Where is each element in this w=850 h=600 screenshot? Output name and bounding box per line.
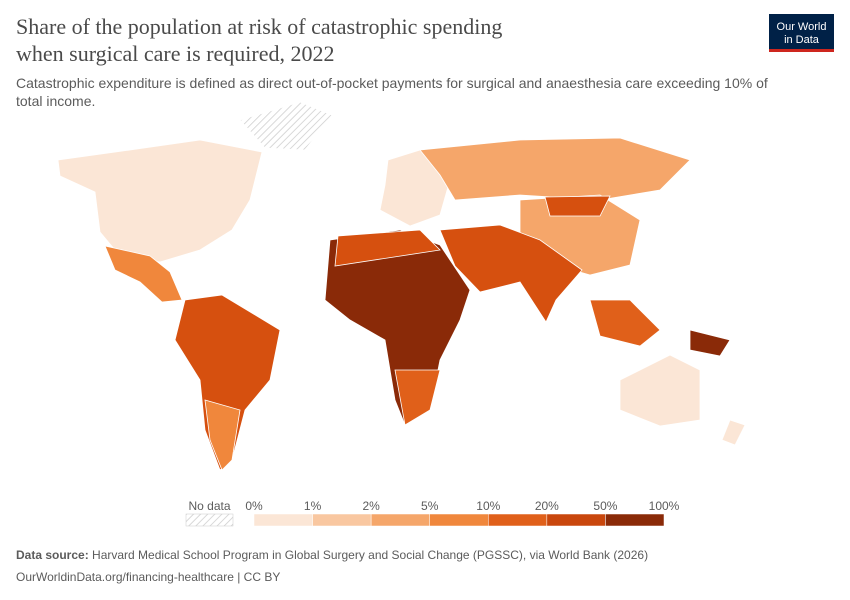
logo-box <box>769 14 834 52</box>
southern-africa <box>394 369 441 426</box>
subtitle-line-2: total income. <box>16 93 95 109</box>
south-asia <box>439 224 583 323</box>
legend-tick-label: 100% <box>649 499 680 513</box>
logo-text: in Data <box>784 34 820 46</box>
legend-tick-label: 20% <box>535 499 559 513</box>
legend-tick-label: 1% <box>304 499 322 513</box>
russia <box>419 137 691 201</box>
no-data-swatch <box>185 513 234 527</box>
southern-cone <box>204 399 241 471</box>
legend-swatch <box>429 513 489 527</box>
footer-url: OurWorldinData.org/financing-healthcare … <box>16 570 280 584</box>
no-data-label: No data <box>188 499 230 513</box>
north-africa <box>334 229 441 267</box>
papua-new-guinea <box>689 329 731 357</box>
source: Data source: Harvard Medical School Prog… <box>16 548 648 562</box>
legend-tick-label: 50% <box>593 499 617 513</box>
logo[interactable]: Our World in Data <box>769 14 834 52</box>
legend-swatch <box>312 513 372 527</box>
world-map <box>57 101 746 471</box>
legend-tick-label: 0% <box>245 499 263 513</box>
legend-tick-label: 10% <box>476 499 500 513</box>
legend-tick-label: 5% <box>421 499 439 513</box>
legend-swatch <box>253 513 313 527</box>
logo-text: Our World <box>777 21 827 33</box>
legend-swatch <box>546 513 606 527</box>
legend-swatch <box>605 513 665 527</box>
title-line-2: when surgical care is required, 2022 <box>16 41 334 66</box>
logo-bar <box>769 49 834 52</box>
australia <box>619 354 701 427</box>
title-line-1: Share of the population at risk of catas… <box>16 14 502 39</box>
north-america <box>57 139 263 263</box>
southeast-asia <box>589 299 661 347</box>
legend-swatch <box>370 513 430 527</box>
subtitle-line-1: Catastrophic expenditure is defined as d… <box>16 75 768 91</box>
central-america <box>104 245 183 303</box>
source-text: Harvard Medical School Program in Global… <box>92 548 648 562</box>
source-label: Data source: <box>16 548 89 562</box>
mongolia <box>544 195 611 217</box>
greenland <box>239 101 333 151</box>
legend: No data 0% 1% 2% 5% 10% 20% 50% 100% <box>185 499 680 527</box>
new-zealand <box>721 419 746 446</box>
legend-tick-label: 2% <box>362 499 380 513</box>
legend-swatch <box>488 513 548 527</box>
